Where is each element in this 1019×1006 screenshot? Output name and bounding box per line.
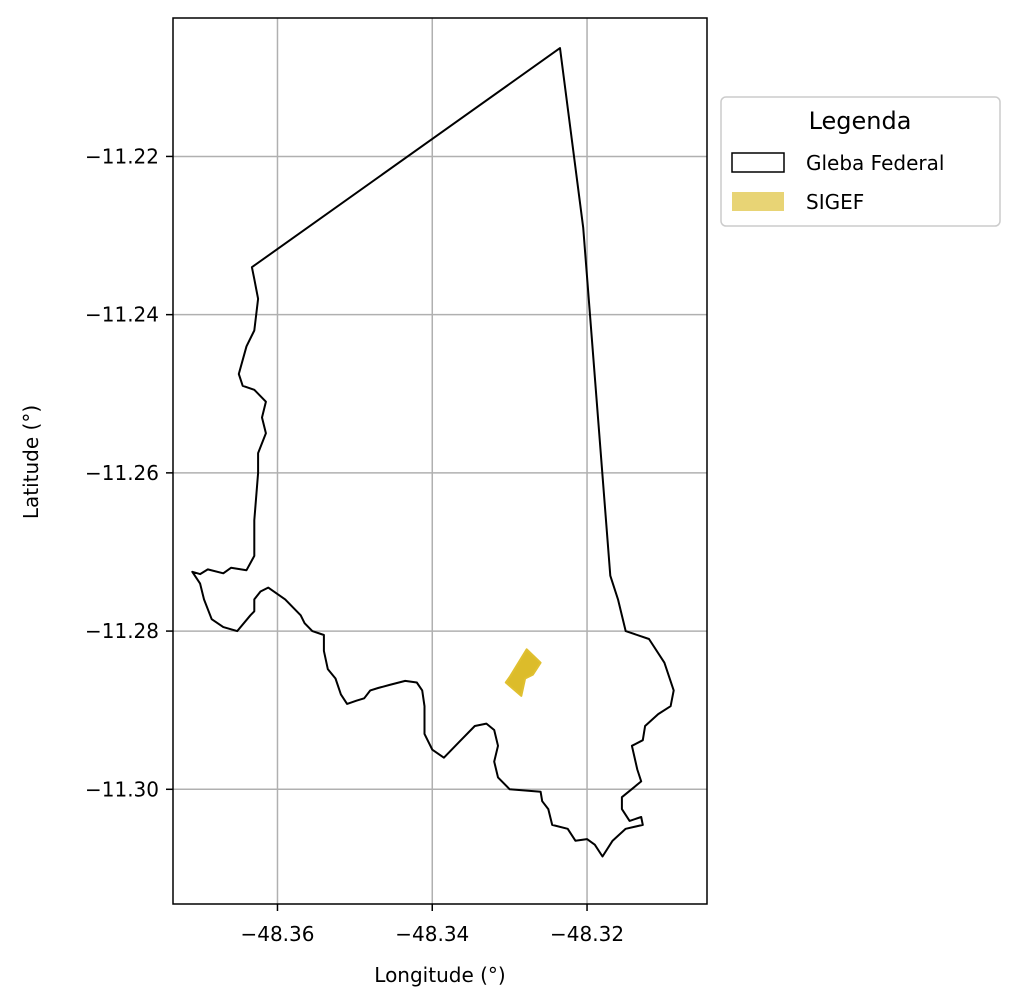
legend-box [720,96,1001,227]
y-tick-label: −11.24 [85,303,159,327]
axes-frame [172,17,708,905]
legend-label-gleba-federal: Gleba Federal [806,151,944,175]
x-tick-label: −48.34 [395,922,469,946]
axes-background [173,18,707,904]
x-tick-label: −48.32 [550,922,624,946]
y-tick-label: −11.28 [85,619,159,643]
y-tick-label: −11.26 [85,461,159,485]
plot-area [166,17,708,911]
y-axis-label: Latitude (°) [19,405,43,519]
axis-ticks [166,155,588,911]
legend-swatch-gleba-federal [731,152,785,173]
y-tick-label: −11.22 [85,144,159,168]
gridlines [173,18,707,904]
map-polygon-sigef [504,648,542,697]
legend-label-sigef: SIGEF [806,190,864,214]
legend-title: Legenda [809,107,912,135]
legend: Legenda Gleba Federal SIGEF [720,96,1001,227]
map-layers [191,47,675,858]
map-polygon-gleba-federal [191,47,675,858]
x-axis-label: Longitude (°) [374,963,505,987]
y-tick-label: −11.30 [85,777,159,801]
x-tick-label: −48.36 [240,922,314,946]
legend-swatch-sigef [732,192,784,211]
